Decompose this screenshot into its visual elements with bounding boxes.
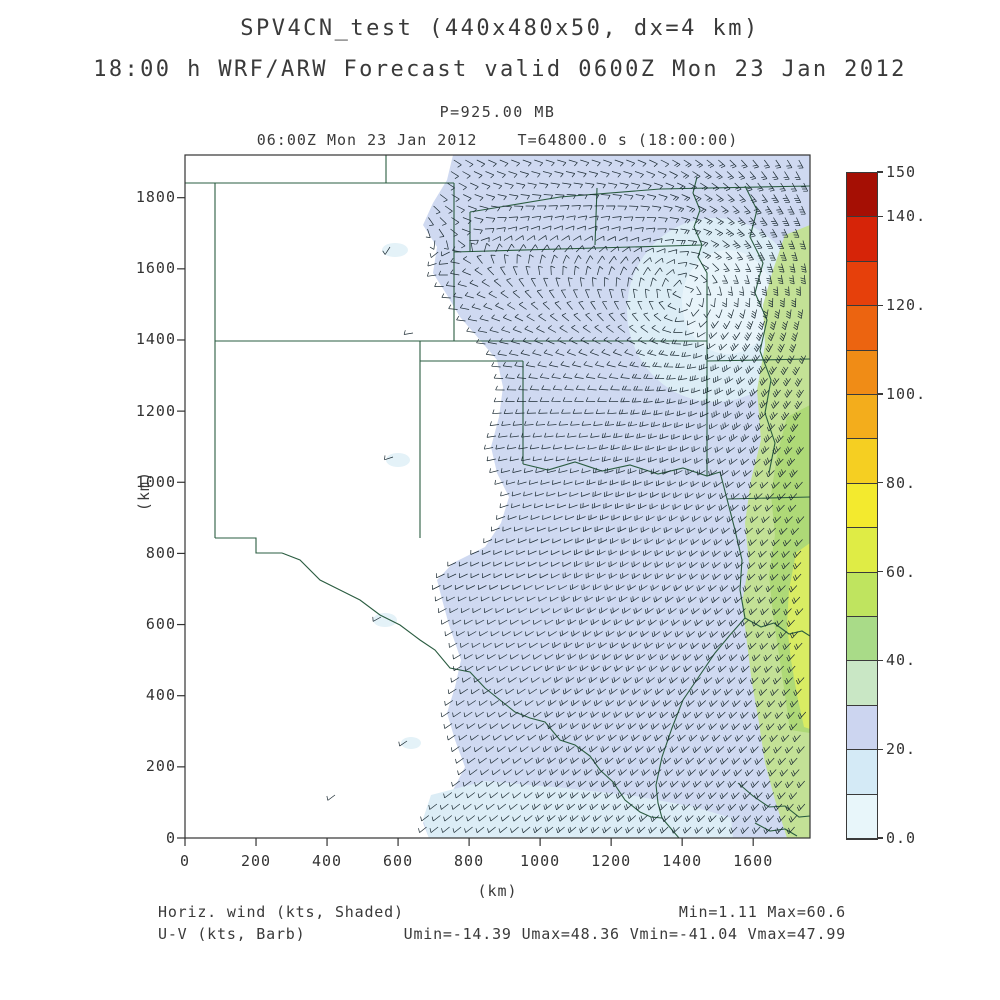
colorbar-tick xyxy=(877,482,883,484)
x-tick-label: 1000 xyxy=(520,852,561,870)
colorbar-tick-label: 140. xyxy=(886,207,927,226)
colorbar-tick xyxy=(877,837,883,839)
colorbar-segment xyxy=(847,572,877,617)
colorbar-tick xyxy=(877,748,883,750)
y-tick-label: 200 xyxy=(145,757,176,776)
x-tick-label: 1600 xyxy=(733,852,774,870)
x-tick-label: 0 xyxy=(179,852,191,870)
x-tick-label: 400 xyxy=(311,852,343,870)
colorbar-segment xyxy=(847,395,877,440)
colorbar-tick-label: 80. xyxy=(886,473,917,492)
colorbar-segment xyxy=(847,439,877,484)
colorbar-segment xyxy=(847,261,877,307)
colorbar-tick xyxy=(877,570,883,573)
y-tick-label: 600 xyxy=(145,615,176,634)
colorbar-segment xyxy=(847,705,877,751)
stats-line-1: Min=1.11 Max=60.6 xyxy=(678,903,846,921)
x-tick-label: 1400 xyxy=(662,852,703,870)
colorbar-tick xyxy=(877,171,883,173)
plot-frame xyxy=(184,154,811,839)
x-axis-label: (km) xyxy=(477,882,518,900)
colorbar-segment xyxy=(847,794,877,839)
colorbar-segment xyxy=(847,661,877,706)
y-tick-label: 1600 xyxy=(135,259,176,278)
colorbar-tick-label: 150 xyxy=(886,163,917,181)
y-tick-label: 1200 xyxy=(135,401,176,420)
chart-subtitle: 18:00 h WRF/ARW Forecast valid 0600Z Mon… xyxy=(93,57,907,82)
y-tick-label: 1000 xyxy=(135,472,176,491)
legend-line-2: U-V (kts, Barb) xyxy=(158,925,306,943)
y-tick-label: 1800 xyxy=(135,188,176,207)
colorbar-segment xyxy=(847,750,877,795)
colorbar-tick xyxy=(877,659,883,662)
colorbar-segment xyxy=(847,528,877,573)
state-borders xyxy=(185,155,810,838)
colorbar-segment xyxy=(847,617,877,662)
colorbar-tick-label: 100. xyxy=(886,385,927,403)
axis-ticks xyxy=(177,197,754,846)
y-tick-label: 0 xyxy=(165,828,176,847)
colorbar-tick-label: 40. xyxy=(886,651,917,670)
colorbar-tick-label: 0.0 xyxy=(886,829,917,847)
wind-barb-layer xyxy=(326,159,809,835)
colorbar-segment xyxy=(847,350,877,395)
colorbar-tick xyxy=(877,304,883,306)
colorbar-tick xyxy=(877,393,883,395)
valid-time-label: 06:00Z Mon 23 Jan 2012 T=64800.0 s (18:0… xyxy=(256,131,739,149)
x-tick-label: 200 xyxy=(240,852,272,870)
y-tick-label: 800 xyxy=(145,543,176,562)
colorbar-segment xyxy=(847,217,877,262)
colorbar-tick-label: 60. xyxy=(886,562,917,581)
colorbar-segment xyxy=(847,306,877,351)
pressure-level-label: P=925.00 MB xyxy=(439,103,556,121)
colorbar-segment xyxy=(847,173,877,218)
x-tick-label: 600 xyxy=(383,852,414,870)
colorbar-tick-label: 20. xyxy=(886,740,917,759)
y-tick-label: 400 xyxy=(145,686,176,705)
stats-line-2: Umin=-14.39 Umax=48.36 Vmin=-41.04 Vmax=… xyxy=(403,925,846,943)
x-tick-label: 800 xyxy=(454,852,485,870)
colorbar xyxy=(846,172,878,840)
colorbar-tick-label: 120. xyxy=(886,296,927,315)
colorbar-tick xyxy=(877,215,883,218)
y-tick-label: 1400 xyxy=(135,330,176,349)
x-tick-label: 1200 xyxy=(591,852,632,870)
chart-title: SPV4CN_test (440x480x50, dx=4 km) xyxy=(240,16,760,41)
colorbar-segment xyxy=(847,483,877,529)
legend-line-1: Horiz. wind (kts, Shaded) xyxy=(158,903,404,921)
